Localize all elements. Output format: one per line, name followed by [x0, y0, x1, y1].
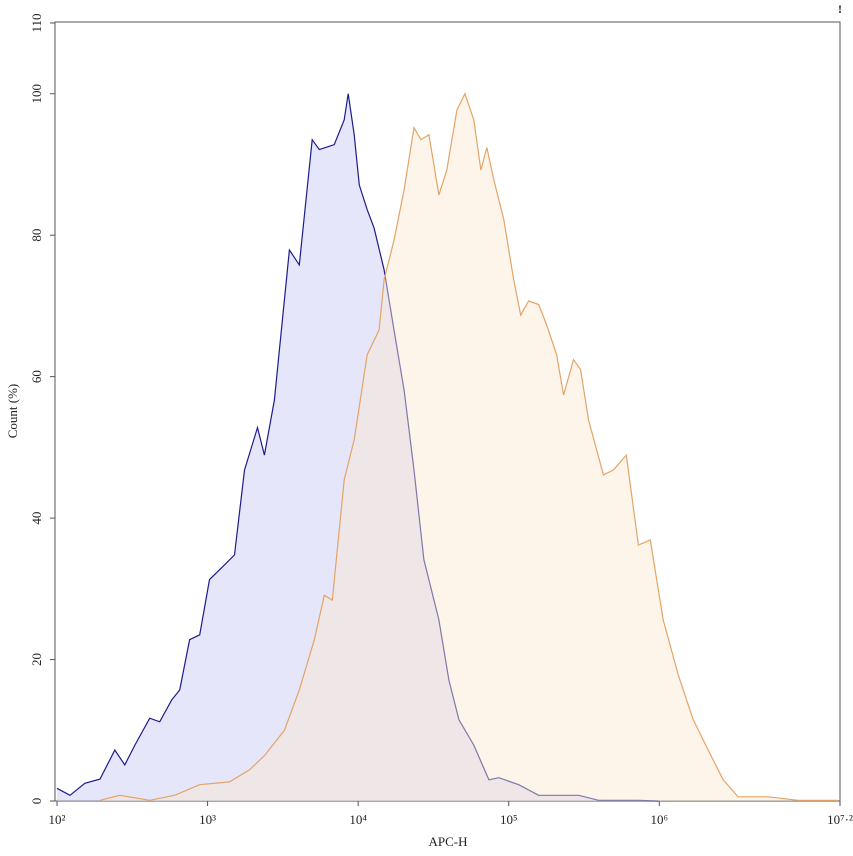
y-tick-label: 20 — [29, 653, 44, 666]
y-tick-label: 80 — [29, 229, 44, 242]
series-area — [57, 93, 659, 801]
series-area — [100, 93, 838, 801]
x-tick-label: 10³ — [199, 812, 216, 827]
x-tick-label: 10⁴ — [349, 812, 367, 827]
y-tick-label: 100 — [29, 84, 44, 104]
y-tick-label: 40 — [29, 512, 44, 525]
y-axis-title: Count (%) — [5, 384, 20, 439]
series-line — [56, 93, 659, 802]
x-tick-label: 10⁵ — [500, 812, 518, 827]
x-tick-label: 10⁷·² — [827, 812, 853, 827]
corner-mark: ! — [838, 2, 842, 16]
y-tick-label: 0 — [29, 798, 44, 805]
series-line — [99, 92, 838, 801]
x-tick-label: 10⁶ — [651, 812, 669, 827]
x-tick-label: 10² — [49, 812, 66, 827]
y-tick-label: 60 — [29, 370, 44, 383]
y-tick-label: 110 — [29, 13, 44, 32]
plot-frame — [54, 21, 841, 802]
x-axis-title: APC-H — [428, 834, 467, 849]
